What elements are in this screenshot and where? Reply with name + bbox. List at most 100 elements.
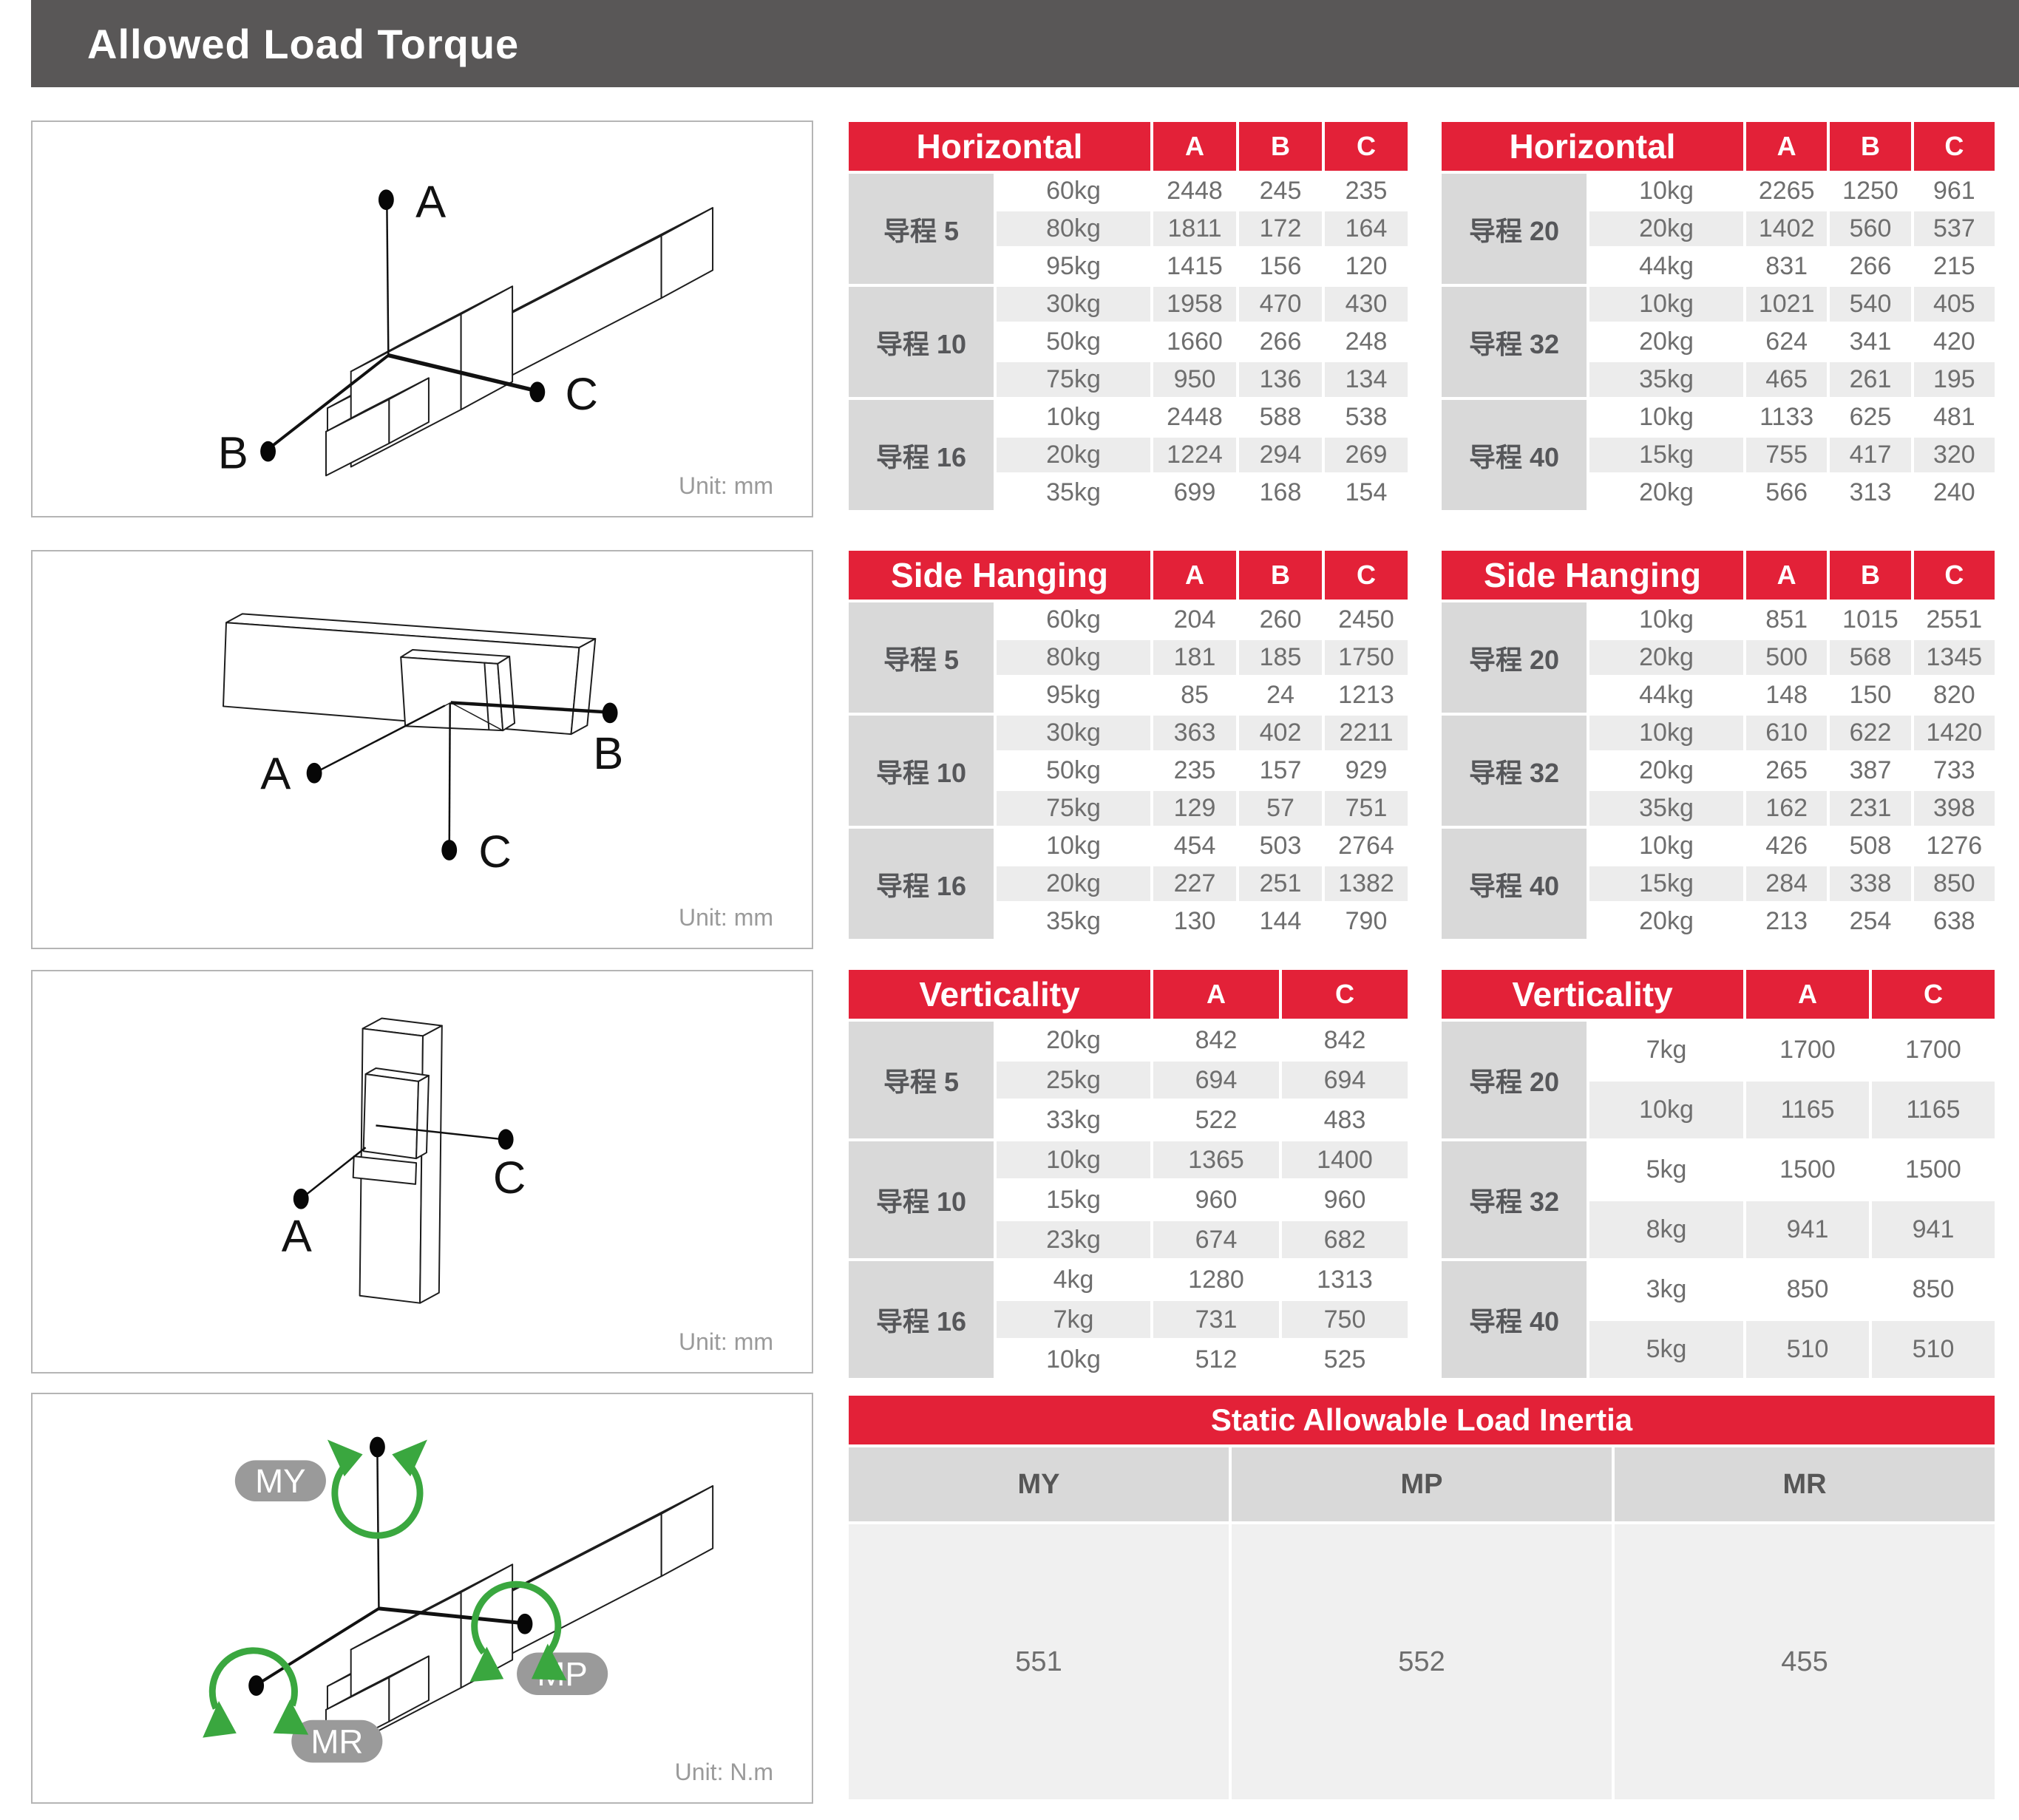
axis-a-label: A — [415, 177, 446, 228]
load-cell: 75kg — [997, 791, 1150, 826]
lead-group-label: 导程 20 — [1442, 602, 1587, 713]
value-cell: 1021 — [1746, 287, 1828, 322]
unit-label: Unit: mm — [679, 1328, 773, 1355]
load-cell: 35kg — [997, 475, 1150, 510]
column-header: B — [1239, 551, 1322, 600]
column-header: C — [1872, 970, 1995, 1019]
lead-group-label: 导程 20 — [1442, 1022, 1587, 1138]
value-cell: 1420 — [1913, 716, 1995, 750]
load-cell: 10kg — [1589, 287, 1743, 322]
moment-diagram-box: MY MP MR Unit: N.m — [31, 1393, 813, 1804]
table-title: Horizontal — [849, 122, 1150, 171]
value-cell: 483 — [1282, 1101, 1408, 1138]
axis-c-label: C — [493, 1152, 526, 1203]
value-cell: 470 — [1239, 287, 1322, 322]
load-cell: 15kg — [1589, 866, 1743, 901]
value-cell: 755 — [1746, 438, 1828, 472]
value-cell: 164 — [1325, 211, 1408, 246]
value-cell: 1165 — [1872, 1082, 1995, 1138]
value-cell: 24 — [1239, 678, 1322, 713]
load-cell: 20kg — [1589, 325, 1743, 359]
load-cell: 35kg — [1589, 362, 1743, 397]
value-cell: 842 — [1282, 1022, 1408, 1059]
value-cell: 1345 — [1913, 640, 1995, 675]
value-cell: 261 — [1830, 362, 1911, 397]
load-cell: 15kg — [997, 1181, 1150, 1218]
rotation-arrows — [208, 1464, 562, 1710]
value-cell: 960 — [1153, 1181, 1279, 1218]
load-cell: 10kg — [1589, 716, 1743, 750]
load-cell: 25kg — [997, 1062, 1150, 1099]
column-header: C — [1325, 122, 1408, 171]
value-cell: 961 — [1913, 174, 1995, 208]
lead-group-label: 导程 32 — [1442, 287, 1587, 397]
unit-label: Unit: mm — [679, 904, 773, 931]
load-cell: 60kg — [997, 602, 1150, 637]
column-header: C — [1282, 970, 1408, 1019]
column-header: A — [1153, 970, 1279, 1019]
value-cell: 85 — [1153, 678, 1236, 713]
value-cell: 733 — [1913, 753, 1995, 788]
value-cell: 260 — [1239, 602, 1322, 637]
value-cell: 682 — [1282, 1221, 1408, 1258]
value-cell: 540 — [1830, 287, 1911, 322]
value-cell: 195 — [1913, 362, 1995, 397]
my-label: MY — [255, 1462, 305, 1500]
value-cell: 266 — [1830, 249, 1911, 284]
value-cell: 294 — [1239, 438, 1322, 472]
load-cell: 50kg — [997, 753, 1150, 788]
value-cell: 1365 — [1153, 1141, 1279, 1178]
value-cell: 790 — [1325, 904, 1408, 939]
load-cell: 80kg — [997, 640, 1150, 675]
value-cell: 129 — [1153, 791, 1236, 826]
value-cell: 398 — [1913, 791, 1995, 826]
load-cell: 75kg — [997, 362, 1150, 397]
value-cell: 2265 — [1746, 174, 1828, 208]
value-cell: 941 — [1872, 1201, 1995, 1258]
column-header-mr: MR — [1615, 1447, 1995, 1521]
value-cell: 1015 — [1830, 602, 1911, 637]
table-title: Static Allowable Load Inertia — [849, 1396, 1995, 1444]
horizontal-diagram-box: A B C Unit: mm — [31, 120, 813, 517]
lead-group-label: 导程 40 — [1442, 400, 1587, 510]
load-cell: 23kg — [997, 1221, 1150, 1258]
value-cell: 851 — [1746, 602, 1828, 637]
value-cell: 537 — [1913, 211, 1995, 246]
value-cell: 251 — [1239, 866, 1322, 901]
load-cell: 20kg — [1589, 904, 1743, 939]
value-cell: 266 — [1239, 325, 1322, 359]
value-cell-mr: 455 — [1615, 1524, 1995, 1799]
value-cell: 2448 — [1153, 400, 1236, 435]
value-cell: 254 — [1830, 904, 1911, 939]
table-title: Verticality — [849, 970, 1150, 1019]
value-cell: 610 — [1746, 716, 1828, 750]
value-cell: 1133 — [1746, 400, 1828, 435]
value-cell: 162 — [1746, 791, 1828, 826]
value-cell: 512 — [1153, 1341, 1279, 1378]
axis-dots — [260, 189, 546, 462]
value-cell: 538 — [1325, 400, 1408, 435]
value-cell: 426 — [1746, 829, 1828, 863]
column-header: A — [1153, 122, 1236, 171]
value-cell: 2551 — [1913, 602, 1995, 637]
value-cell: 215 — [1913, 249, 1995, 284]
value-cell: 1276 — [1913, 829, 1995, 863]
value-cell: 338 — [1830, 866, 1911, 901]
value-cell: 227 — [1153, 866, 1236, 901]
load-cell: 60kg — [997, 174, 1150, 208]
value-cell: 1415 — [1153, 249, 1236, 284]
load-cell: 50kg — [997, 325, 1150, 359]
load-cell: 7kg — [997, 1301, 1150, 1338]
load-cell: 8kg — [1589, 1201, 1743, 1258]
column-header: B — [1830, 122, 1911, 171]
value-cell: 625 — [1830, 400, 1911, 435]
mr-pill: MR — [291, 1719, 383, 1763]
load-cell: 10kg — [997, 400, 1150, 435]
value-cell: 231 — [1830, 791, 1911, 826]
column-header: C — [1325, 551, 1408, 600]
lead-group-label: 导程 5 — [849, 1022, 994, 1138]
load-cell: 20kg — [1589, 640, 1743, 675]
value-cell: 522 — [1153, 1101, 1279, 1138]
value-cell: 156 — [1239, 249, 1322, 284]
mr-label: MR — [311, 1722, 363, 1760]
